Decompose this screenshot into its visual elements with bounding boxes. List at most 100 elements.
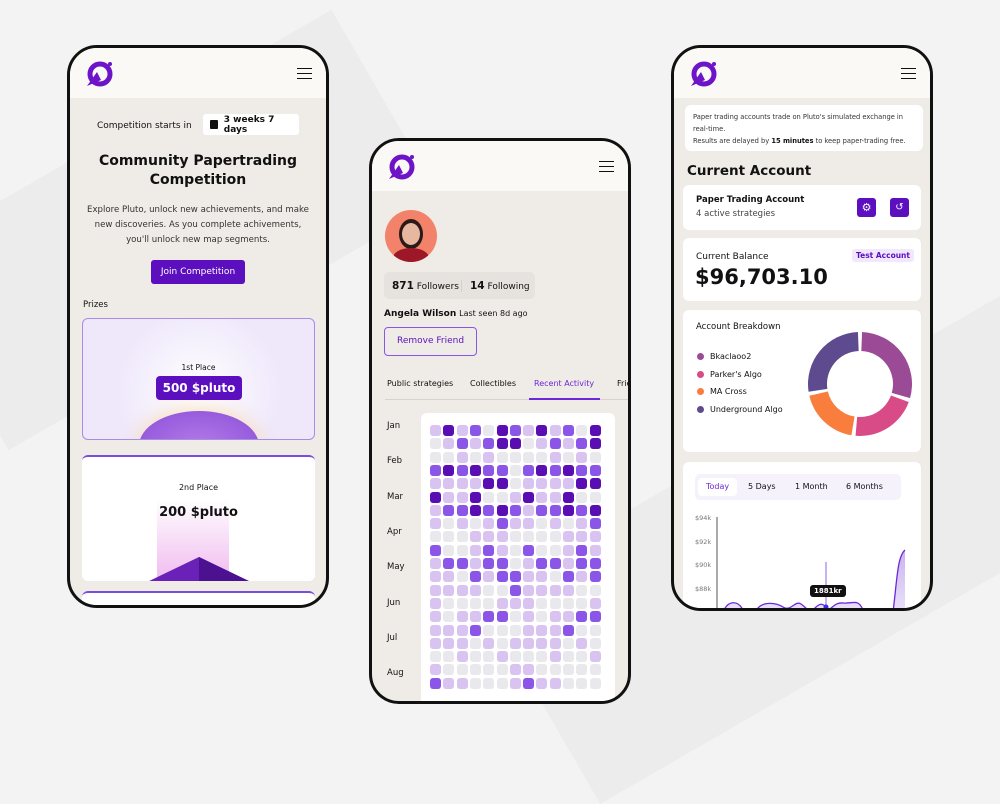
activity-cell[interactable] [549, 558, 561, 569]
activity-cell[interactable] [509, 504, 521, 516]
activity-cell[interactable] [483, 544, 495, 556]
activity-cell[interactable] [549, 571, 561, 583]
activity-cell[interactable] [483, 611, 495, 623]
activity-cell[interactable] [496, 491, 508, 503]
activity-cell[interactable] [430, 464, 441, 476]
menu-icon[interactable] [901, 68, 916, 79]
activity-cell[interactable] [563, 677, 574, 689]
activity-cell[interactable] [483, 491, 495, 503]
donut-slice[interactable] [808, 332, 859, 392]
activity-cell[interactable] [509, 491, 521, 503]
activity-cell[interactable] [469, 531, 481, 543]
activity-cell[interactable] [523, 531, 535, 543]
activity-cell[interactable] [563, 664, 574, 676]
activity-cell[interactable] [589, 611, 601, 623]
activity-cell[interactable] [536, 464, 548, 476]
activity-cell[interactable] [496, 664, 508, 676]
activity-cell[interactable] [430, 677, 441, 689]
activity-cell[interactable] [483, 558, 495, 569]
activity-cell[interactable] [496, 478, 508, 490]
activity-cell[interactable] [509, 518, 521, 530]
activity-cell[interactable] [456, 451, 468, 463]
activity-cell[interactable] [576, 478, 588, 490]
activity-cell[interactable] [430, 451, 441, 463]
activity-cell[interactable] [430, 531, 441, 543]
activity-cell[interactable] [496, 571, 508, 583]
activity-cell[interactable] [589, 544, 601, 556]
activity-cell[interactable] [483, 624, 495, 636]
activity-cell[interactable] [430, 478, 441, 490]
history-icon[interactable]: ↺ [890, 198, 909, 217]
activity-cell[interactable] [536, 677, 548, 689]
activity-cell[interactable] [456, 677, 468, 689]
activity-cell[interactable] [483, 584, 495, 596]
activity-cell[interactable] [483, 464, 495, 476]
activity-cell[interactable] [589, 518, 601, 530]
activity-cell[interactable] [576, 518, 588, 530]
activity-cell[interactable] [589, 531, 601, 543]
activity-cell[interactable] [443, 425, 455, 436]
activity-cell[interactable] [563, 651, 574, 663]
avatar[interactable] [385, 210, 437, 262]
activity-cell[interactable] [509, 597, 521, 609]
activity-cell[interactable] [483, 531, 495, 543]
activity-cell[interactable] [496, 518, 508, 530]
activity-cell[interactable] [443, 637, 455, 649]
activity-cell[interactable] [523, 425, 535, 436]
activity-cell[interactable] [443, 651, 455, 663]
activity-cell[interactable] [456, 611, 468, 623]
activity-cell[interactable] [469, 571, 481, 583]
activity-cell[interactable] [563, 558, 574, 569]
activity-cell[interactable] [549, 491, 561, 503]
activity-cell[interactable] [536, 584, 548, 596]
activity-cell[interactable] [576, 438, 588, 450]
activity-cell[interactable] [589, 558, 601, 569]
activity-cell[interactable] [576, 571, 588, 583]
activity-cell[interactable] [549, 438, 561, 450]
activity-cell[interactable] [536, 624, 548, 636]
tab-recent-activity[interactable]: Recent Activity [534, 379, 595, 388]
settings-gear-icon[interactable]: ⚙ [857, 198, 876, 217]
activity-cell[interactable] [576, 491, 588, 503]
activity-cell[interactable] [563, 584, 574, 596]
activity-cell[interactable] [456, 664, 468, 676]
activity-cell[interactable] [563, 531, 574, 543]
activity-cell[interactable] [443, 611, 455, 623]
activity-cell[interactable] [496, 531, 508, 543]
activity-cell[interactable] [523, 518, 535, 530]
activity-cell[interactable] [589, 677, 601, 689]
activity-cell[interactable] [523, 677, 535, 689]
activity-cell[interactable] [496, 651, 508, 663]
activity-cell[interactable] [443, 664, 455, 676]
remove-friend-button[interactable]: Remove Friend [384, 327, 477, 356]
menu-icon[interactable] [599, 161, 614, 172]
pluto-logo[interactable] [689, 60, 717, 88]
activity-cell[interactable] [576, 425, 588, 436]
activity-cell[interactable] [469, 464, 481, 476]
activity-cell[interactable] [549, 637, 561, 649]
activity-cell[interactable] [536, 651, 548, 663]
activity-cell[interactable] [536, 451, 548, 463]
prize-card-3rd[interactable] [82, 591, 315, 605]
activity-cell[interactable] [496, 677, 508, 689]
activity-cell[interactable] [589, 504, 601, 516]
prize-card-2nd[interactable]: 2nd Place 200 $pluto [82, 455, 315, 581]
activity-cell[interactable] [523, 584, 535, 596]
activity-cell[interactable] [443, 491, 455, 503]
activity-cell[interactable] [509, 531, 521, 543]
activity-cell[interactable] [456, 624, 468, 636]
activity-cell[interactable] [549, 584, 561, 596]
activity-cell[interactable] [469, 651, 481, 663]
activity-cell[interactable] [576, 464, 588, 476]
activity-cell[interactable] [496, 504, 508, 516]
activity-cell[interactable] [536, 664, 548, 676]
activity-cell[interactable] [523, 664, 535, 676]
activity-cell[interactable] [456, 518, 468, 530]
activity-cell[interactable] [483, 597, 495, 609]
tab-public-strategies[interactable]: Public strategies [387, 379, 454, 388]
activity-cell[interactable] [589, 597, 601, 609]
activity-cell[interactable] [589, 584, 601, 596]
donut-slice[interactable] [809, 391, 855, 436]
activity-cell[interactable] [563, 624, 574, 636]
activity-cell[interactable] [443, 451, 455, 463]
